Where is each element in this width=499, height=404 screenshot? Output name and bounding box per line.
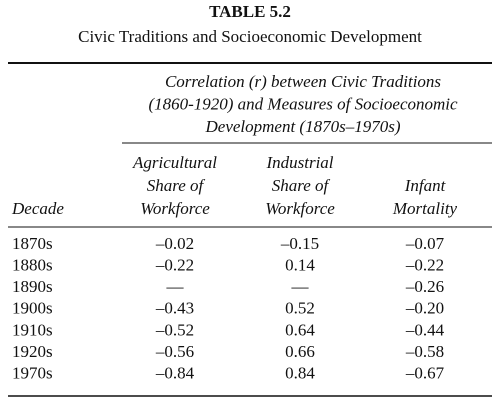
cell-value: –0.22 [155, 256, 194, 275]
cell-value: –0.07 [405, 234, 445, 253]
cell-value: –0.58 [405, 342, 444, 361]
row-label: 1880s [12, 256, 53, 275]
row-header: Decade [11, 199, 64, 218]
column-header: Workforce [140, 199, 210, 218]
cell-value: 0.52 [285, 299, 315, 318]
column-header: Industrial [265, 153, 333, 172]
cell-value: –0.02 [155, 234, 194, 253]
row-label: 1870s [12, 234, 53, 253]
cell-value: 0.66 [285, 342, 315, 361]
row-label: 1890s [12, 277, 53, 296]
spanner-line: Development (1870s–1970s) [205, 117, 401, 136]
table-subtitle: Civic Traditions and Socioeconomic Devel… [78, 27, 422, 46]
column-header: Share of [147, 176, 206, 195]
cell-value: –0.56 [155, 342, 194, 361]
column-header: Infant [404, 176, 447, 195]
cell-value: –0.26 [405, 277, 444, 296]
cell-value: –0.43 [155, 299, 194, 318]
cell-value: 0.14 [285, 256, 315, 275]
cell-value: –0.44 [405, 320, 445, 339]
cell-value: –0.67 [405, 364, 445, 383]
table-title: TABLE 5.2 [209, 2, 291, 21]
cell-value: –0.84 [155, 364, 195, 383]
cell-value: –0.15 [280, 234, 319, 253]
column-header: Share of [272, 176, 331, 195]
column-header: Workforce [265, 199, 335, 218]
cell-value: 0.64 [285, 320, 315, 339]
cell-value: 0.84 [285, 364, 315, 383]
cell-value: — [291, 277, 310, 296]
row-label: 1910s [12, 320, 53, 339]
row-label: 1970s [12, 364, 53, 383]
column-header: Mortality [392, 199, 458, 218]
row-label: 1920s [12, 342, 53, 361]
row-label: 1900s [12, 299, 53, 318]
column-header: Agricultural [132, 153, 217, 172]
cell-value: –0.20 [405, 299, 444, 318]
cell-value: –0.22 [405, 256, 444, 275]
spanner-line: (1860-1920) and Measures of Socioeconomi… [148, 94, 458, 113]
cell-value: — [166, 277, 185, 296]
spanner-line: Correlation (r) between Civic Traditions [165, 72, 441, 91]
cell-value: –0.52 [155, 320, 194, 339]
